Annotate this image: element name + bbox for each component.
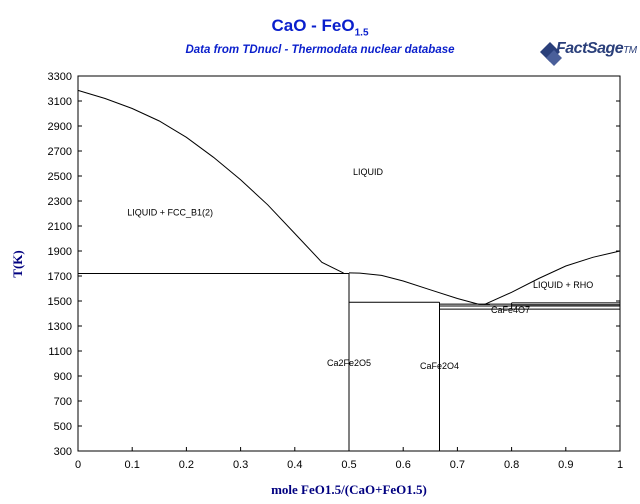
x-tick-label: 0.9 <box>558 459 573 471</box>
y-tick-label: 1700 <box>48 271 72 283</box>
phase-label: CaFe4O7 <box>491 305 530 315</box>
y-tick-label: 2100 <box>48 221 72 233</box>
x-tick-label: 0.8 <box>504 459 519 471</box>
factsage-logo-icon <box>540 42 562 66</box>
x-tick-label: 0 <box>75 459 81 471</box>
y-tick-label: 500 <box>54 421 72 433</box>
y-axis: 300 500 700 900 1100 1300 1500 1700 1900 2100 2300… <box>48 71 620 458</box>
phase-boundary-line <box>77 89 344 274</box>
x-tick-label: 0.5 <box>341 459 356 471</box>
x-tick-label: 0.2 <box>179 459 194 471</box>
phase-label: LIQUID + RHO <box>533 280 593 290</box>
phase-boundary-line <box>348 272 480 305</box>
y-tick-label: 3300 <box>48 71 72 83</box>
x-tick-label: 0.3 <box>233 459 248 471</box>
x-axis: 0 0.1 0.2 0.3 0.4 0.5 0.6 0.7 0.8 0.9 1 <box>75 447 623 471</box>
y-tick-label: 1300 <box>48 321 72 333</box>
y-tick-label: 700 <box>54 396 72 408</box>
phase-boundary-line <box>484 250 621 305</box>
y-tick-label: 1900 <box>48 246 72 258</box>
x-tick-label: 0.1 <box>125 459 140 471</box>
y-tick-label: 2900 <box>48 121 72 133</box>
phase-label: LIQUID <box>353 167 384 177</box>
chart-subtitle: Data from TDnucl - Thermodata nuclear da… <box>185 44 455 56</box>
y-tick-label: 1500 <box>48 296 72 308</box>
y-tick-label: 900 <box>54 371 72 383</box>
phase-labels: LIQUID LIQUID + FCC_B1(2) LIQUID + RHO CaFe… <box>127 167 593 371</box>
y-axis-label: T(K) <box>10 250 25 277</box>
y-tick-label: 1100 <box>48 346 72 358</box>
y-tick-label: 300 <box>54 446 72 458</box>
factsage-logo: FactSageTM <box>556 40 637 57</box>
phase-label: LIQUID + FCC_B1(2) <box>127 207 213 217</box>
x-axis-label: mole FeO1.5/(CaO+FeO1.5) <box>271 482 427 497</box>
x-tick-label: 0.6 <box>396 459 411 471</box>
x-tick-label: 1 <box>617 459 623 471</box>
x-tick-label: 0.4 <box>287 459 302 471</box>
phase-boundaries <box>77 89 621 451</box>
y-tick-label: 3100 <box>48 96 72 108</box>
y-tick-label: 2500 <box>48 171 72 183</box>
phase-label: Ca2Fe2O5 <box>327 358 371 368</box>
phase-label: CaFe2O4 <box>420 361 459 371</box>
chart-title: CaO - FeO1.5 <box>271 16 369 39</box>
y-tick-label: 2300 <box>48 196 72 208</box>
y-tick-label: 2700 <box>48 146 72 158</box>
x-tick-label: 0.7 <box>450 459 465 471</box>
